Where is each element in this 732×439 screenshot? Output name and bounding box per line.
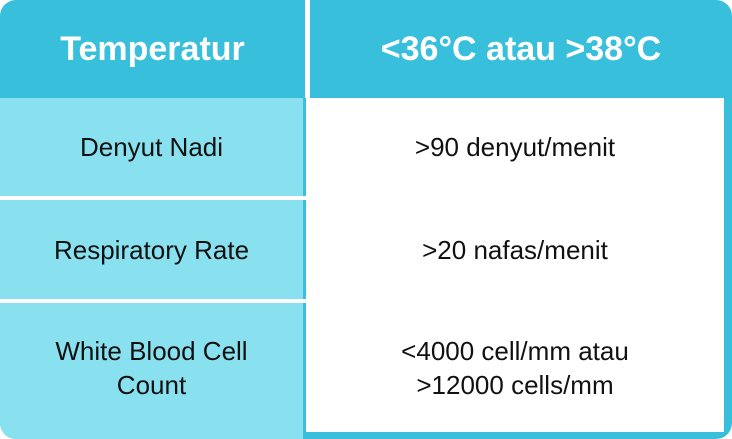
header-cell: Temperatur [0,0,305,98]
header-cell-text: Temperatur [60,29,245,68]
row-label: Respiratory Rate [0,200,303,299]
row-label-text: Respiratory Rate [53,234,250,265]
row-value: <4000 cell/mm atau >12000 cells/mm [306,303,724,432]
row-separator [0,196,724,200]
row-label: White Blood Cell Count [0,303,303,432]
header-divider [305,0,310,98]
row-value-text: >90 denyut/menit [414,132,616,162]
row-value-text: >20 nafas/menit [422,234,608,265]
row-value-text: <4000 cell/mm atau >12000 cells/mm [401,335,629,400]
left-column [0,98,303,439]
row-label-text: White Blood Cell Count [55,335,248,400]
row-value: >20 nafas/menit [306,200,724,299]
header-cell-text: <36°C atau >38°C [380,29,662,68]
row-separator [0,299,724,303]
row-value: >90 denyut/menit [306,98,724,196]
header-cell: <36°C atau >38°C [310,0,732,98]
row-label-text: Denyut Nadi [79,132,224,162]
row-label: Denyut Nadi [0,98,303,196]
